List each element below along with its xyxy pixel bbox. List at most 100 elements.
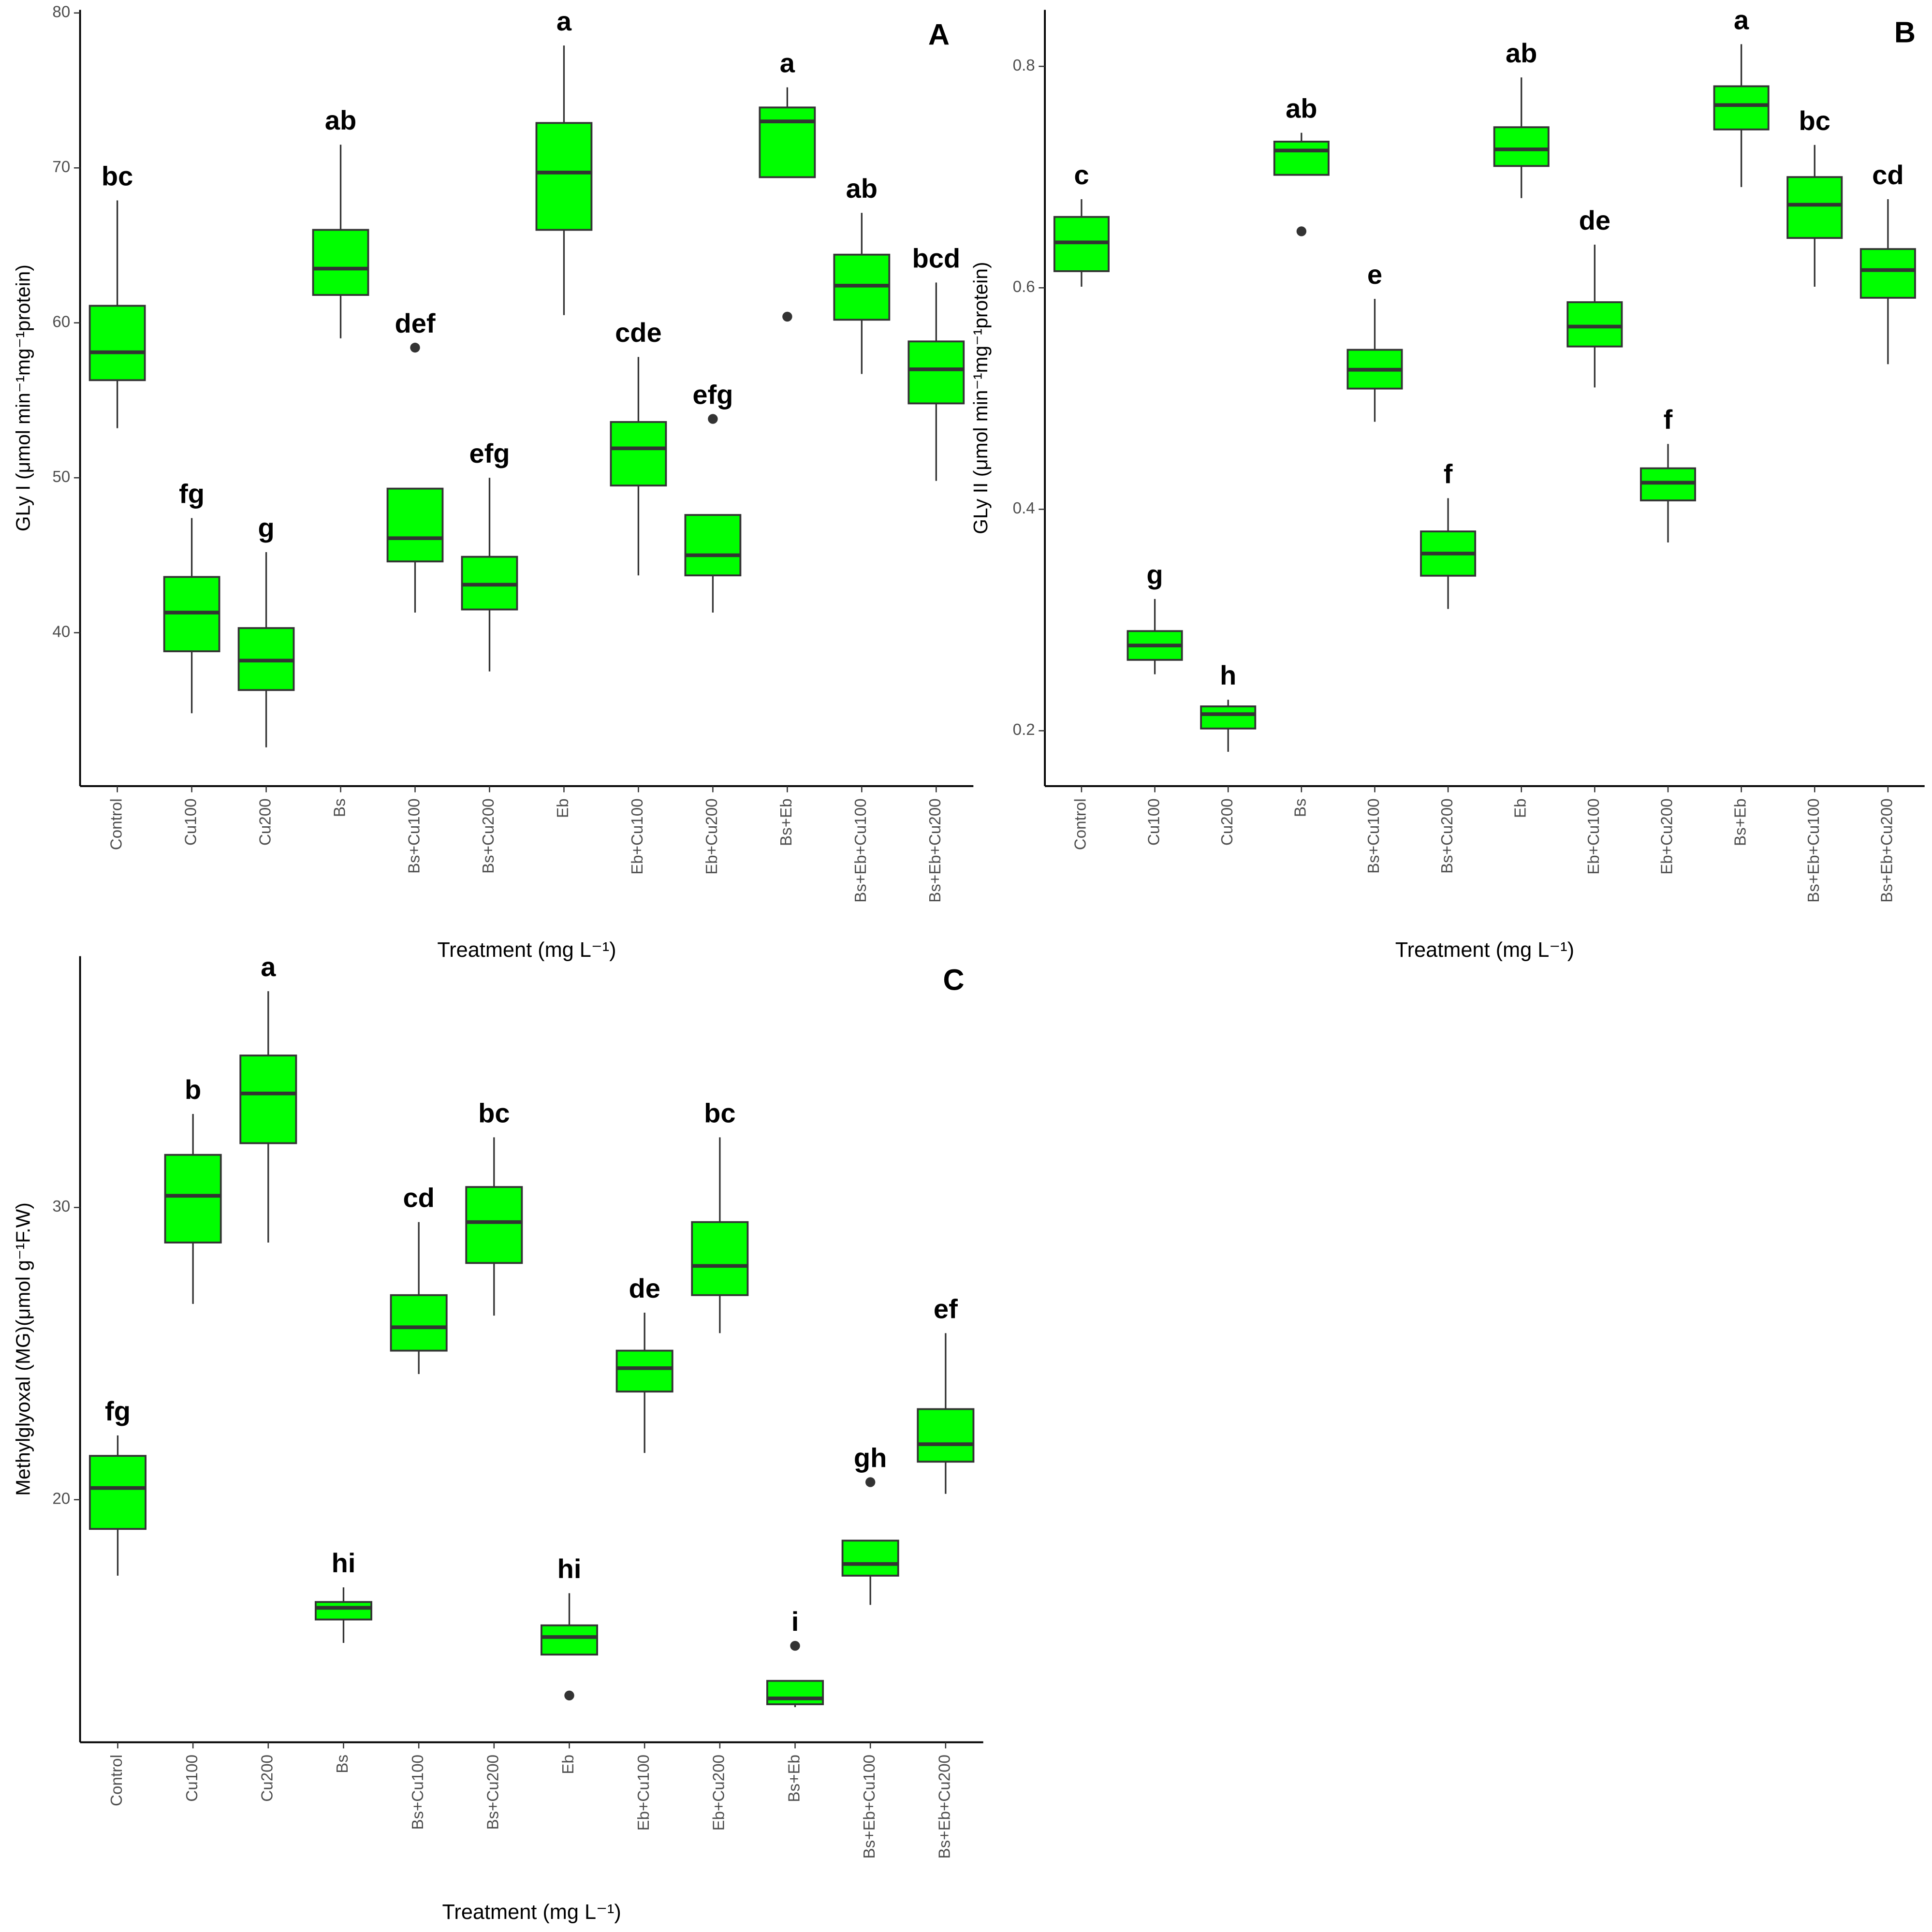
x-tick-label: Bs+Cu100 xyxy=(409,1755,427,1830)
significance-letter: gh xyxy=(854,1443,887,1473)
x-tick-label: Eb+Cu100 xyxy=(635,1755,653,1830)
x-tick-label: Bs xyxy=(1292,798,1310,817)
significance-letter: g xyxy=(1146,559,1163,590)
box xyxy=(1713,85,1770,131)
box xyxy=(239,1054,297,1144)
significance-letter: bc xyxy=(102,161,133,191)
x-tick-label: Cu200 xyxy=(256,798,274,846)
panel-label: A xyxy=(928,18,950,51)
significance-letter: bcd xyxy=(912,243,960,273)
significance-letter: a xyxy=(780,48,795,78)
outlier xyxy=(790,1640,800,1651)
significance-letter: cde xyxy=(615,317,662,348)
x-tick-label: Cu200 xyxy=(259,1755,277,1802)
box xyxy=(465,1186,523,1264)
significance-letter: ef xyxy=(934,1293,958,1324)
x-tick-label: Eb+Cu100 xyxy=(629,798,646,874)
significance-letter: f xyxy=(1664,404,1673,435)
outlier xyxy=(1296,226,1307,236)
x-tick-label: Bs+Eb+Cu100 xyxy=(1805,798,1823,902)
x-tick-label: Bs+Eb+Cu100 xyxy=(852,798,870,902)
x-axis-title: Treatment (mg L⁻¹) xyxy=(437,938,616,962)
box xyxy=(615,1349,673,1393)
box xyxy=(766,1680,824,1705)
box xyxy=(164,1154,222,1244)
x-tick-label: Bs+Eb+Cu200 xyxy=(936,1755,954,1859)
outlier xyxy=(564,1690,574,1701)
significance-letter: ab xyxy=(325,105,356,135)
box xyxy=(88,1455,146,1530)
box xyxy=(1566,301,1623,348)
significance-letter: g xyxy=(258,512,274,543)
x-tick-label: Bs xyxy=(334,1755,351,1773)
significance-letter: a xyxy=(261,951,276,982)
y-tick-label: 60 xyxy=(52,313,70,331)
x-tick-label: Bs xyxy=(331,798,349,817)
x-axis-title: Treatment (mg L⁻¹) xyxy=(1395,938,1574,962)
x-tick-label: Eb xyxy=(554,798,572,818)
significance-letter: c xyxy=(1074,160,1089,190)
significance-letter: ab xyxy=(1286,93,1317,124)
significance-letter: hi xyxy=(332,1548,356,1578)
x-tick-label: Control xyxy=(107,798,125,850)
outlier xyxy=(865,1477,876,1487)
panel-label: C xyxy=(943,963,964,996)
box xyxy=(535,122,593,231)
x-tick-label: Bs+Eb xyxy=(1731,798,1749,846)
box xyxy=(1786,176,1843,239)
y-tick-label: 80 xyxy=(52,3,70,21)
y-tick-label: 0.6 xyxy=(1013,278,1035,296)
box xyxy=(314,1601,373,1621)
x-tick-label: Eb xyxy=(1511,798,1529,818)
x-tick-label: Bs+Cu200 xyxy=(484,1755,502,1830)
box xyxy=(540,1624,599,1656)
x-tick-label: Cu100 xyxy=(183,1755,201,1802)
x-tick-label: Control xyxy=(108,1755,126,1806)
x-tick-label: Cu100 xyxy=(182,798,200,846)
y-tick-label: 50 xyxy=(52,468,70,486)
y-tick-label: 0.8 xyxy=(1013,57,1035,74)
significance-letter: bc xyxy=(1799,105,1830,136)
box xyxy=(1200,705,1257,730)
box xyxy=(1859,248,1916,299)
x-tick-label: Bs+Eb+Cu200 xyxy=(1878,798,1896,902)
box xyxy=(312,229,369,296)
box xyxy=(610,421,667,487)
box xyxy=(759,106,816,178)
box xyxy=(1493,126,1550,167)
y-axis-title: Methylglyoxal (MG)(μmol g⁻¹F.W) xyxy=(12,1202,34,1496)
x-tick-label: Bs+Cu200 xyxy=(480,798,498,874)
y-tick-label: 30 xyxy=(52,1198,70,1215)
y-tick-label: 40 xyxy=(52,623,70,641)
significance-letter: b xyxy=(185,1074,201,1105)
significance-letter: ab xyxy=(846,173,878,204)
significance-letter: h xyxy=(1220,660,1236,690)
x-tick-label: Eb+Cu200 xyxy=(710,1755,728,1830)
x-tick-label: Bs+Cu200 xyxy=(1438,798,1456,874)
significance-letter: fg xyxy=(105,1396,131,1426)
significance-letter: cd xyxy=(403,1183,434,1213)
outlier xyxy=(708,414,718,424)
x-tick-label: Bs+Eb xyxy=(777,798,795,846)
x-tick-label: Cu100 xyxy=(1145,798,1163,846)
significance-letter: de xyxy=(1579,205,1610,235)
significance-letter: cd xyxy=(1872,160,1903,190)
box xyxy=(691,1221,749,1296)
box xyxy=(390,1294,448,1352)
y-axis-title: GLy I (μmol min⁻¹mg⁻¹protein) xyxy=(12,264,34,531)
box xyxy=(1273,141,1330,176)
significance-letter: i xyxy=(791,1606,799,1637)
box xyxy=(386,487,444,563)
x-tick-label: Eb+Cu200 xyxy=(1658,798,1676,874)
x-tick-label: Bs+Cu100 xyxy=(1365,798,1383,874)
significance-letter: fg xyxy=(179,478,205,509)
panel-label: B xyxy=(1894,16,1916,49)
significance-letter: bc xyxy=(478,1098,510,1128)
significance-letter: f xyxy=(1444,458,1453,489)
y-tick-label: 0.2 xyxy=(1013,721,1035,739)
y-tick-label: 20 xyxy=(52,1490,70,1508)
x-tick-label: Cu200 xyxy=(1218,798,1236,846)
y-tick-label: 0.4 xyxy=(1013,499,1035,517)
x-axis-title: Treatment (mg L⁻¹) xyxy=(442,1901,621,1924)
